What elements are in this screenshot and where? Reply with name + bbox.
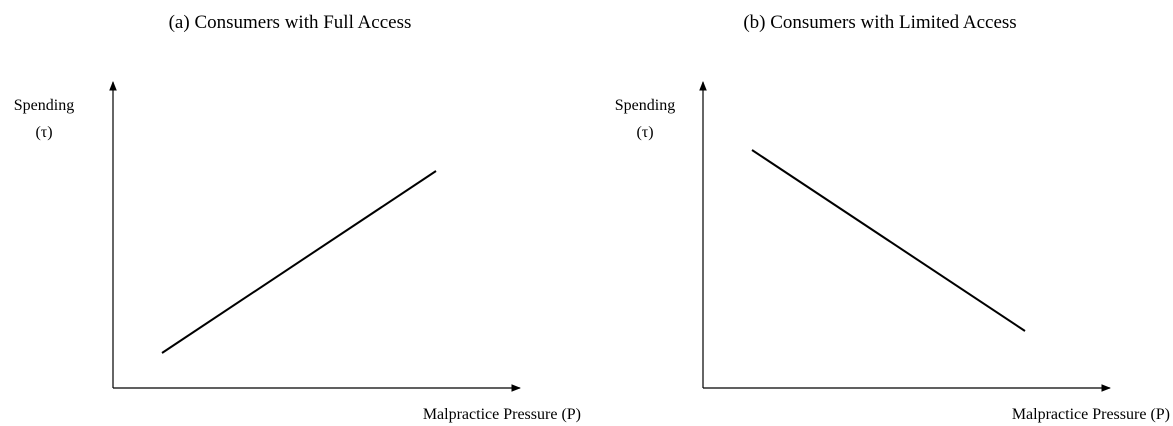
y-label: (τ) — [636, 124, 653, 141]
y-label: Spending — [615, 97, 675, 114]
panel-title: (a) Consumers with Full Access — [169, 12, 412, 33]
x-label: Malpractice Pressure (P) — [1012, 406, 1170, 423]
y-label: Spending — [14, 97, 74, 114]
panel-title: (b) Consumers with Limited Access — [743, 12, 1016, 33]
panel-b: (b) Consumers with Limited Access Spendi… — [615, 12, 1170, 423]
panel-a: (a) Consumers with Full Access Spending … — [14, 12, 581, 423]
x-label: Malpractice Pressure (P) — [423, 406, 581, 423]
relationship-line — [161, 170, 437, 354]
y-label: (τ) — [35, 124, 52, 141]
relationship-line — [751, 149, 1026, 332]
